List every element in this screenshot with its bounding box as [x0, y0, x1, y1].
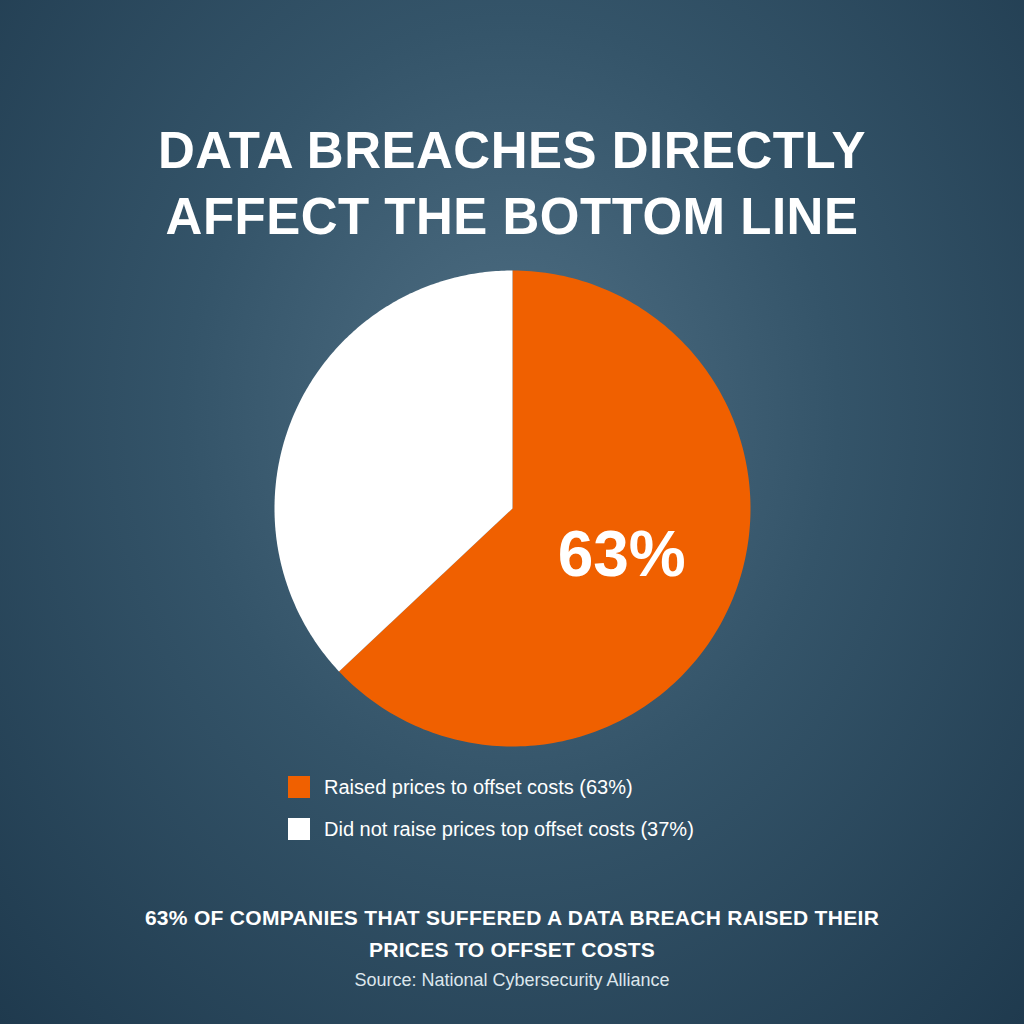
html-text:63% OF COMPANIES THAT SUFFERED: 63% OF COMPANIES THAT SUFFERED A DATA BR… [144, 906, 880, 961]
html-text:Raised prices to offset costs: Raised prices to offset costs (63%) [324, 775, 633, 798]
svg-text:63%: 63% [558, 518, 686, 590]
html-text:DATA BREACHES DIRECTLY AFFECT: DATA BREACHES DIRECTLY AFFECT THE BOTTOM… [158, 122, 866, 245]
html-text:Source: National Cybersecurity: Source: National Cybersecurity Alliance [354, 970, 670, 990]
html-text:Did not raise prices top offse: Did not raise prices top offset costs (3… [324, 817, 694, 840]
